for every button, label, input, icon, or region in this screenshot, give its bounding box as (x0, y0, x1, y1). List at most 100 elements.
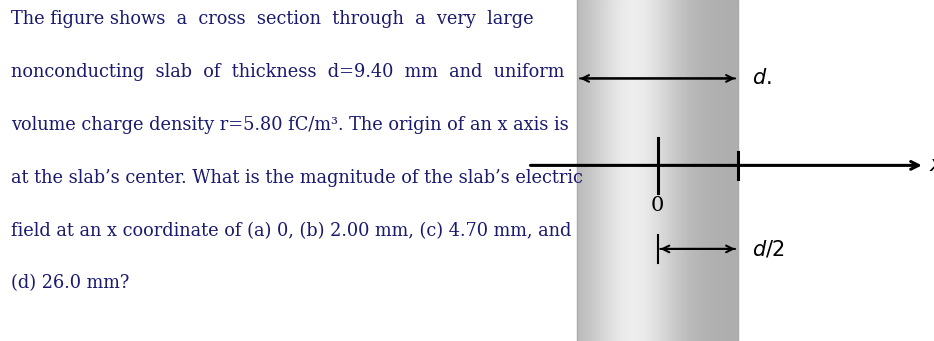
Text: (d) 26.0 mm?: (d) 26.0 mm? (11, 275, 130, 293)
Bar (648, 0, 649, 341)
Text: nonconducting  slab  of  thickness  d=9.40  mm  and  uniform: nonconducting slab of thickness d=9.40 m… (11, 63, 564, 81)
Bar (639, 0, 640, 341)
Bar (663, 0, 664, 341)
Bar (710, 0, 711, 341)
Bar (626, 0, 627, 341)
Bar (695, 0, 697, 341)
Bar (718, 0, 719, 341)
Bar (704, 0, 706, 341)
Text: $x$: $x$ (929, 154, 934, 176)
Bar (715, 0, 716, 341)
Bar (592, 0, 593, 341)
Bar (685, 0, 686, 341)
Bar (630, 0, 632, 341)
Bar (731, 0, 732, 341)
Bar (726, 0, 728, 341)
Bar (725, 0, 726, 341)
Bar (600, 0, 601, 341)
Text: $d/2$: $d/2$ (752, 238, 785, 260)
Bar (671, 0, 672, 341)
Bar (590, 0, 592, 341)
Bar (644, 0, 645, 341)
Bar (737, 0, 738, 341)
Bar (657, 0, 658, 341)
Bar (708, 0, 710, 341)
Bar (587, 0, 589, 341)
Text: at the slab’s center. What is the magnitude of the slab’s electric: at the slab’s center. What is the magnit… (11, 169, 583, 187)
Bar (728, 0, 729, 341)
Bar (647, 0, 648, 341)
Bar (640, 0, 642, 341)
Bar (638, 0, 639, 341)
Bar (612, 0, 614, 341)
Bar (596, 0, 598, 341)
Bar (660, 0, 661, 341)
Bar (701, 0, 703, 341)
Bar (711, 0, 713, 341)
Text: volume charge density r=5.80 fC/m³. The origin of an x axis is: volume charge density r=5.80 fC/m³. The … (11, 116, 569, 134)
Bar (668, 0, 670, 341)
Bar (666, 0, 667, 341)
Bar (670, 0, 671, 341)
Text: field at an x coordinate of (a) 0, (b) 2.00 mm, (c) 4.70 mm, and: field at an x coordinate of (a) 0, (b) 2… (11, 222, 572, 240)
Bar (655, 0, 657, 341)
Bar (723, 0, 725, 341)
Bar (676, 0, 678, 341)
Bar (586, 0, 587, 341)
Bar (645, 0, 647, 341)
Bar (720, 0, 722, 341)
Bar (602, 0, 604, 341)
Bar (716, 0, 718, 341)
Bar (621, 0, 623, 341)
Bar (707, 0, 708, 341)
Bar (667, 0, 668, 341)
Bar (694, 0, 695, 341)
Bar (608, 0, 609, 341)
Bar (719, 0, 720, 341)
Bar (729, 0, 731, 341)
Bar (609, 0, 611, 341)
Bar (599, 0, 600, 341)
Bar (686, 0, 687, 341)
Bar (691, 0, 692, 341)
Bar (624, 0, 626, 341)
Bar (679, 0, 680, 341)
Bar (598, 0, 599, 341)
Bar (617, 0, 618, 341)
Bar (692, 0, 694, 341)
Bar (589, 0, 590, 341)
Bar (636, 0, 637, 341)
Bar (683, 0, 685, 341)
Bar (604, 0, 605, 341)
Bar (734, 0, 735, 341)
Bar (628, 0, 630, 341)
Bar (687, 0, 688, 341)
Bar (601, 0, 602, 341)
Bar (722, 0, 723, 341)
Bar (627, 0, 628, 341)
Bar (577, 0, 578, 341)
Bar (689, 0, 691, 341)
Bar (673, 0, 675, 341)
Bar (698, 0, 699, 341)
Bar (618, 0, 620, 341)
Bar (735, 0, 737, 341)
Bar (664, 0, 666, 341)
Text: $d.$: $d.$ (752, 69, 771, 88)
Text: The figure shows  a  cross  section  through  a  very  large: The figure shows a cross section through… (11, 10, 534, 28)
Bar (643, 0, 644, 341)
Bar (593, 0, 595, 341)
Bar (616, 0, 617, 341)
Bar (661, 0, 663, 341)
Bar (632, 0, 633, 341)
Bar (688, 0, 689, 341)
Bar (652, 0, 654, 341)
Bar (623, 0, 624, 341)
Bar (699, 0, 700, 341)
Bar (580, 0, 581, 341)
Bar (584, 0, 586, 341)
Bar (658, 0, 660, 341)
Bar (654, 0, 655, 341)
Bar (607, 0, 608, 341)
Text: 0: 0 (651, 196, 664, 215)
